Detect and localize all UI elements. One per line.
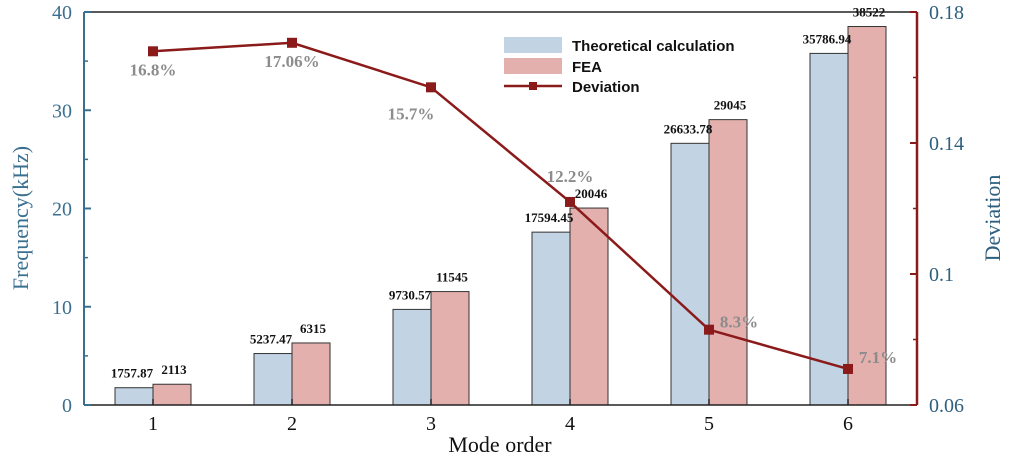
deviation-label-2: 17.06% xyxy=(264,52,319,71)
legend-label-deviation: Deviation xyxy=(572,79,640,96)
y2-tick-label-0.06: 0.06 xyxy=(929,395,964,417)
x-tick-label-4: 4 xyxy=(565,413,575,435)
deviation-label-3: 15.7% xyxy=(388,104,435,123)
legend-label-fea: FEA xyxy=(572,59,602,76)
deviation-point-3 xyxy=(426,82,436,93)
bar-theoretical-2 xyxy=(253,353,293,406)
bar-label-fea-2: 6315 xyxy=(300,321,327,336)
bar-theoretical-3 xyxy=(392,308,432,406)
legend-marker-deviation xyxy=(529,82,537,90)
x-tick-label-1: 1 xyxy=(148,413,158,435)
legend-label-theoretical: Theoretical calculation xyxy=(572,38,735,55)
bar-label-theoretical-3: 9730.57 xyxy=(389,287,432,302)
x-tick-label-5: 5 xyxy=(704,413,714,435)
legend-swatch-fea xyxy=(504,58,562,74)
legend-swatch-theoretical xyxy=(504,37,562,53)
deviation-line xyxy=(152,41,849,371)
y2-tick-label-0.14: 0.14 xyxy=(929,133,964,155)
bar-fea-6 xyxy=(847,26,887,406)
deviation-point-1 xyxy=(148,46,158,57)
y-tick-label-30: 30 xyxy=(52,100,72,122)
x-tick-label-2: 2 xyxy=(287,413,297,435)
y2-axis-title: Deviation xyxy=(980,175,1005,262)
y-tick-label-40: 40 xyxy=(52,2,72,24)
bar-theoretical-1 xyxy=(114,387,154,406)
deviation-label-5: 8.3% xyxy=(720,313,758,332)
deviation-line-layer xyxy=(148,37,853,374)
deviation-label-4: 12.2% xyxy=(547,167,594,186)
bar-label-theoretical-1: 1757.87 xyxy=(111,366,154,381)
bar-label-fea-3: 11545 xyxy=(436,270,468,285)
deviation-point-5 xyxy=(704,324,714,335)
deviation-point-6 xyxy=(843,363,853,374)
y2-tick-label-0.1: 0.1 xyxy=(929,264,954,286)
deviation-label-1: 16.8% xyxy=(130,60,177,79)
bar-theoretical-5 xyxy=(670,142,710,406)
bar-label-fea-4: 20046 xyxy=(575,186,608,201)
bars-layer xyxy=(114,26,887,406)
bar-fea-5 xyxy=(708,119,748,406)
bar-fea-3 xyxy=(430,291,470,406)
y-tick-label-20: 20 xyxy=(52,199,72,221)
bar-fea-2 xyxy=(291,342,331,406)
y-tick-label-10: 10 xyxy=(52,297,72,319)
bar-fea-1 xyxy=(152,383,192,406)
bar-label-theoretical-4: 17594.45 xyxy=(525,210,574,225)
y2-tick-label-0.18: 0.18 xyxy=(929,2,964,24)
y-tick-label-0: 0 xyxy=(62,395,72,417)
bar-label-theoretical-6: 35786.94 xyxy=(803,31,852,46)
y-axis-title: Frequency(kHz) xyxy=(8,146,33,290)
bar-label-fea-1: 2113 xyxy=(161,362,187,377)
x-axis-title: Mode order xyxy=(448,432,552,457)
bar-fea-4 xyxy=(569,207,609,406)
axes-layer: 0 10 20 30 40 0.06 0.1 0.14 0.18 1 2 3 4 5 6 xyxy=(52,2,964,435)
x-tick-label-3: 3 xyxy=(426,413,436,435)
bar-label-theoretical-5: 26633.78 xyxy=(664,121,713,136)
deviation-point-4 xyxy=(565,196,575,207)
labels-layer: 1757.87 2113 5237.47 6315 9730.57 11545 17594.… xyxy=(111,5,897,381)
legend: Theoretical calculation FEA Deviation xyxy=(504,37,735,96)
bar-label-theoretical-2: 5237.47 xyxy=(250,332,293,347)
deviation-label-6: 7.1% xyxy=(859,348,897,367)
bar-label-fea-5: 29045 xyxy=(714,98,747,113)
deviation-point-2 xyxy=(287,37,297,48)
bar-theoretical-4 xyxy=(531,231,571,406)
bar-theoretical-6 xyxy=(809,52,849,406)
x-tick-label-6: 6 xyxy=(843,413,853,435)
